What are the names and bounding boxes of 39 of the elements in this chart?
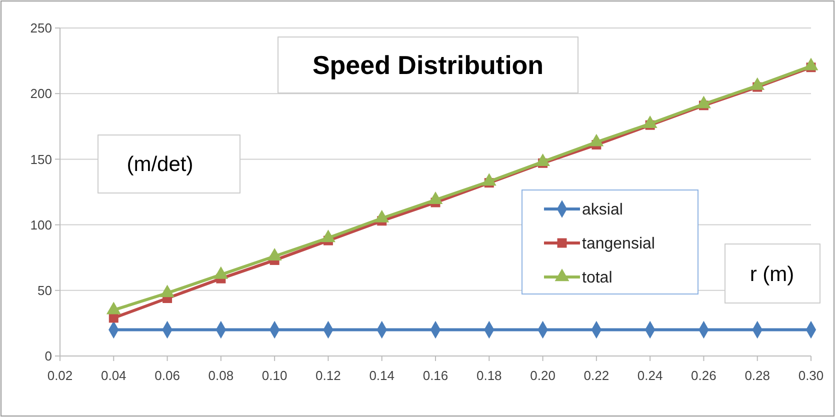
x-tick-label: 0.28 (744, 368, 770, 383)
point (374, 210, 390, 222)
x-tick-label: 0.20 (530, 368, 556, 383)
x-tick-label: 0.02 (47, 368, 73, 383)
x-tick-label: 0.08 (208, 368, 234, 383)
point (428, 192, 443, 204)
x-tick-label: 0.22 (584, 368, 610, 383)
x-tick-label: 0.14 (369, 368, 395, 383)
point (589, 134, 604, 146)
y-tick-label: 100 (30, 217, 52, 232)
x-tick-label: 0.24 (637, 368, 663, 383)
point (321, 230, 336, 242)
point (482, 173, 496, 186)
point (536, 154, 550, 166)
y-tick-label: 50 (38, 282, 52, 298)
y-tick-label: 150 (30, 152, 52, 167)
x-tick-label: 0.30 (798, 368, 824, 383)
y-axis-title: (m/det) (126, 153, 194, 176)
point (642, 115, 658, 128)
point (804, 58, 818, 70)
x-tick-label: 0.26 (691, 368, 716, 383)
unit-box: (m/det) (98, 134, 240, 194)
legend-label: tangensial (582, 236, 655, 253)
y-tick-label: 250 (30, 20, 52, 36)
y-tick-label: 200 (30, 86, 52, 102)
x-tick-label: 0.12 (316, 368, 341, 383)
point (696, 96, 711, 108)
axis-title-box: r (m) (724, 244, 820, 304)
point (750, 77, 765, 90)
x-tick-label: 0.04 (100, 368, 126, 383)
y-tick-label: 0 (44, 348, 52, 364)
x-axis-title: r (m) (750, 263, 794, 286)
x-tick-label: 0.18 (476, 368, 502, 383)
legend-label: total (582, 270, 612, 287)
x-tick-label: 0.10 (262, 368, 288, 383)
title-box: Speed Distribution (278, 36, 578, 94)
legend-label: aksial (582, 202, 623, 219)
x-tick-label: 0.16 (422, 368, 448, 383)
x-tick-label: 0.06 (154, 368, 180, 383)
